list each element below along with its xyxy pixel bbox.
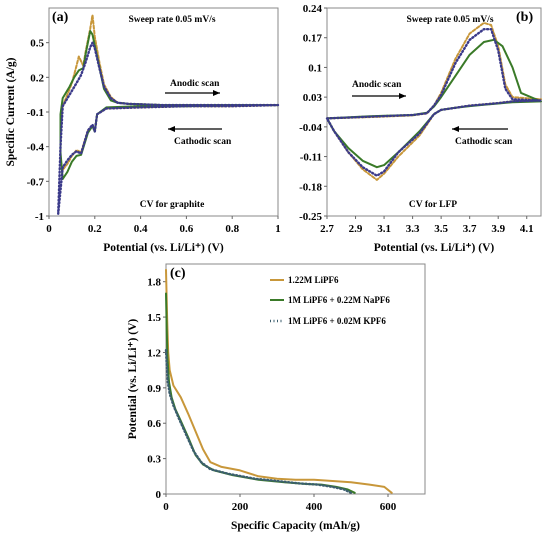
plot-frame <box>165 263 426 495</box>
x-axis-label: Potential (vs. Li/Li⁺) (V) <box>103 242 224 254</box>
panel-label: (a) <box>52 10 69 25</box>
legend-entry-0: 1.22M LiPF6 <box>288 275 339 285</box>
x-axis-label: Specific Capacity (mAh/g) <box>231 520 360 532</box>
series-line-2 <box>57 41 280 215</box>
y-tick-label: 0.17 <box>303 33 323 45</box>
plot-frame <box>326 7 542 217</box>
y-tick-label: -0.25 <box>299 211 322 223</box>
y-axis-label: Potential (vs. Li/Li⁺) (V) <box>127 319 139 440</box>
plot-frame <box>48 7 279 217</box>
y-tick-label: -0.11 <box>300 152 322 164</box>
x-tick-label: 0.2 <box>88 223 102 235</box>
y-tick-label: 1.8 <box>147 277 161 289</box>
y-tick-label: 0.5 <box>30 38 44 50</box>
y-tick-label: -0.7 <box>27 176 45 188</box>
anodic-arrow-head <box>399 93 406 99</box>
x-tick-label: 3.5 <box>434 223 448 235</box>
x-tick-label: 600 <box>380 501 397 513</box>
x-tick-label: 1 <box>275 223 281 235</box>
cathodic-scan-label: Cathodic scan <box>174 137 232 147</box>
y-tick-label: -0.1 <box>27 107 44 119</box>
y-tick-label: -1 <box>35 211 44 223</box>
x-tick-label: 3.9 <box>491 223 505 235</box>
panel-b: 2.7 2.9 3.1 3.3 3.5 3.7 3.9 4.1 0.24 0.17 0.1 0.03 -… <box>299 3 543 254</box>
x-tick-label: 4.1 <box>520 223 534 235</box>
y-axis-label: Specific Current (A/g) <box>5 57 17 166</box>
y-tick-label: 0.1 <box>308 62 322 74</box>
sweep-rate-annotation: Sweep rate 0.05 mV/s <box>406 15 493 25</box>
x-tick-label: 0 <box>46 223 52 235</box>
y-tick-label: -0.04 <box>299 122 322 134</box>
x-tick-label: 2.7 <box>320 223 334 235</box>
cathodic-scan-label: Cathodic scan <box>455 137 513 147</box>
y-tick-label: 0.6 <box>147 418 161 430</box>
anodic-scan-label: Anodic scan <box>352 80 402 90</box>
y-tick-label: 0.24 <box>303 3 323 15</box>
cathodic-arrow-head <box>452 126 459 132</box>
y-tick-label: 0 <box>156 489 162 501</box>
panel-a: 0 0.2 0.4 0.6 0.8 1 0.5 0.2 -0.1 -0.4 -0.7 -1 Potent… <box>5 7 281 254</box>
x-tick-label: 0.4 <box>134 223 148 235</box>
x-tick-label: 0.8 <box>225 223 239 235</box>
x-tick-label: 0.6 <box>180 223 194 235</box>
panel-label: (c) <box>170 266 186 281</box>
y-tick-label: 0.2 <box>30 72 44 84</box>
x-tick-label: 2.9 <box>349 223 363 235</box>
series-line-0 <box>165 268 393 494</box>
legend-entry-1: 1M LiPF6 + 0.22M NaPF6 <box>288 295 390 305</box>
legend-entry-2: 1M LiPF6 + 0.02M KPF6 <box>288 316 386 326</box>
series-line-2 <box>325 28 543 177</box>
cv-lfp-label: CV for LFP <box>409 200 457 210</box>
x-axis-label: Potential (vs. Li/Li⁺) (V) <box>374 242 495 254</box>
cathodic-arrow-head <box>168 126 175 132</box>
panel-c: 0 200 400 600 1.8 1.5 1.2 0.9 0.6 0.3 0 Specific Ca… <box>127 263 426 532</box>
panel-label: (b) <box>516 10 533 25</box>
x-tick-label: 200 <box>232 501 249 513</box>
y-tick-label: 1.2 <box>147 347 161 359</box>
sweep-rate-annotation: Sweep rate 0.05 mV/s <box>128 15 215 25</box>
x-tick-label: 400 <box>306 501 323 513</box>
x-tick-label: 3.3 <box>406 223 420 235</box>
series-line-1 <box>326 38 542 169</box>
y-tick-label: 0.9 <box>147 383 161 395</box>
y-tick-label: -0.4 <box>27 142 45 154</box>
y-tick-label: 0.3 <box>147 454 161 466</box>
anodic-arrow-head <box>213 90 220 96</box>
x-tick-label: 0 <box>163 501 169 513</box>
x-tick-label: 3.1 <box>377 223 391 235</box>
y-tick-label: 1.5 <box>147 312 161 324</box>
y-tick-label: 0.03 <box>303 92 323 104</box>
anodic-scan-label: Anodic scan <box>170 79 220 89</box>
series-line-2 <box>164 348 353 494</box>
cv-graphite-label: CV for graphite <box>140 200 205 210</box>
x-tick-label: 3.7 <box>463 223 477 235</box>
y-tick-label: -0.18 <box>299 181 322 193</box>
